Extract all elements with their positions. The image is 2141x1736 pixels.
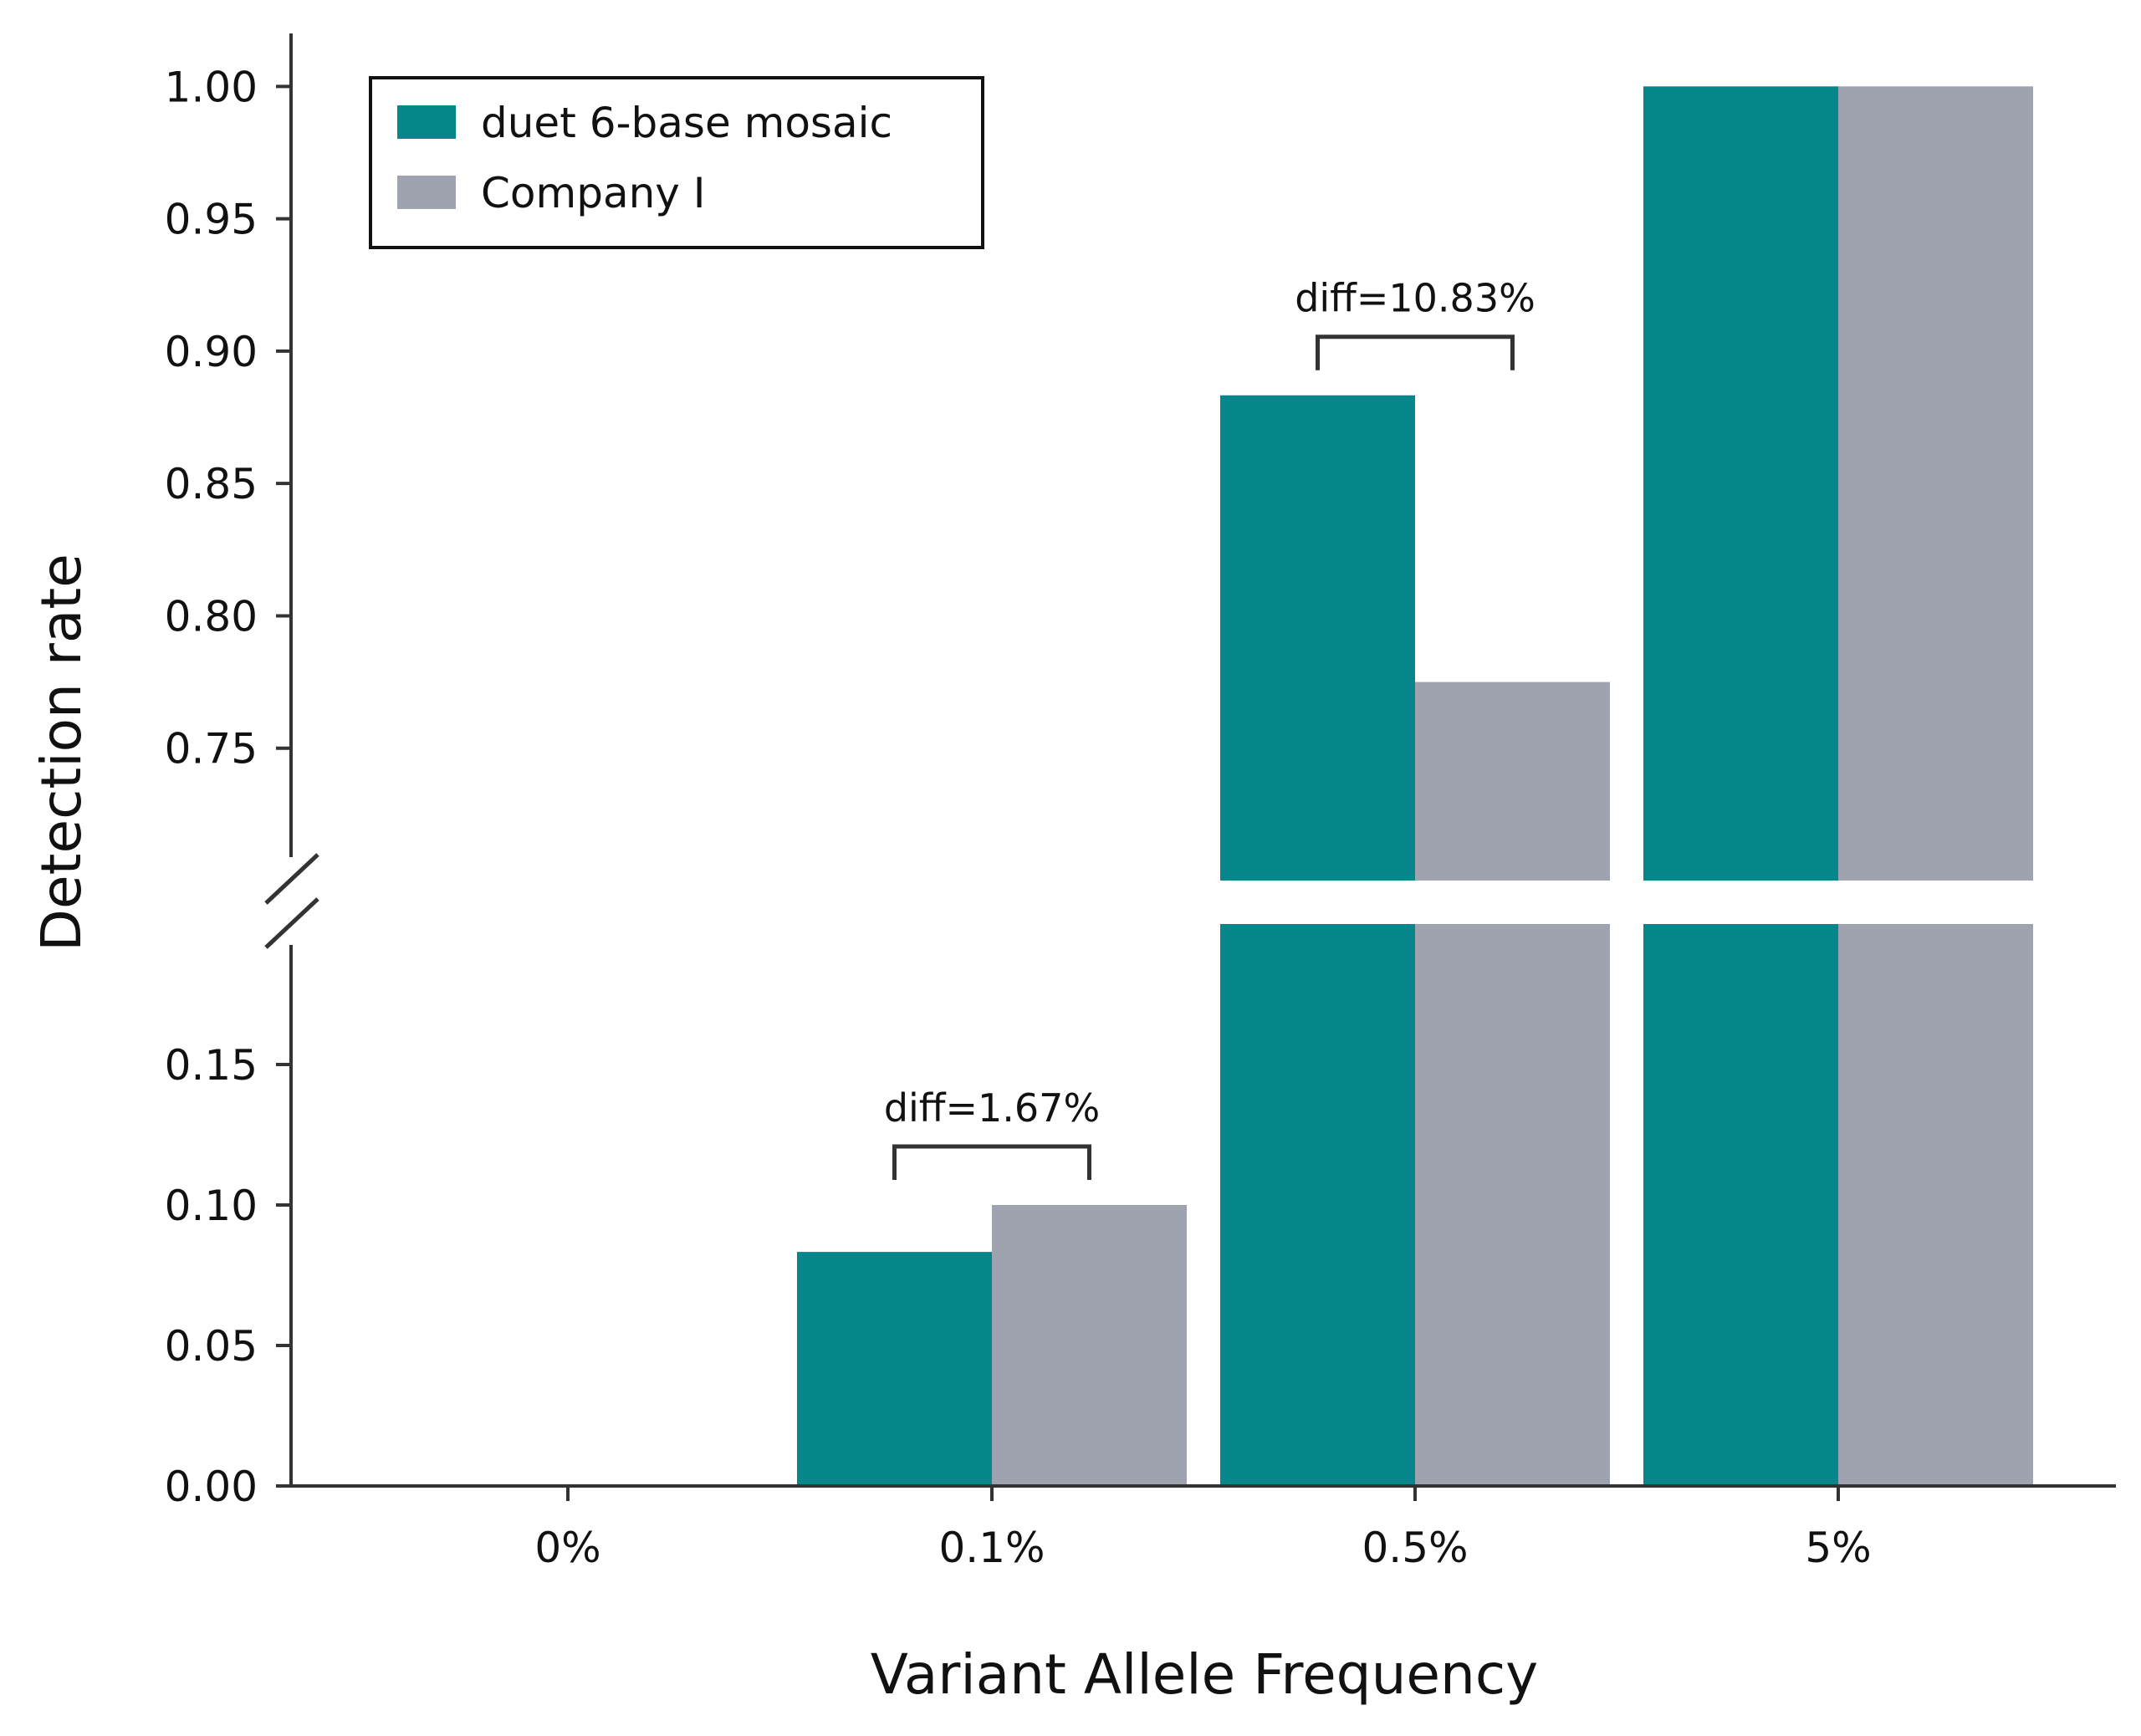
y-axis-title: Detection rate [29,554,94,952]
y-tick-label: 0.05 [165,1322,258,1371]
bar-duet-0.5%-upper [1220,395,1415,881]
diff-annotation-label: diff=10.83% [1295,276,1535,321]
bar-duet-0.5%-lower [1220,924,1415,1486]
diff-bracket [1316,334,1515,370]
bar-company-i-0.5%-lower [1415,924,1610,1486]
diff-bracket [892,1144,1091,1180]
bar-duet-0.1%-lower [797,1252,992,1486]
x-axis-title: Variant Allele Frequency [871,1642,1538,1707]
annotations-group: diff=1.67% diff=10.83% [884,276,1535,1180]
axis-break-mark [264,897,319,949]
y-tick-label: 0.10 [165,1182,258,1230]
legend-box [369,76,984,249]
diff-annotation-label: diff=1.67% [884,1085,1100,1131]
x-tick-label: 5% [1805,1524,1871,1572]
legend-swatch-company-i [397,176,456,209]
bar-company-i-0.1%-lower [992,1205,1187,1486]
legend-label-company-i: Company I [481,169,706,217]
x-tick-label: 0% [534,1524,600,1572]
bar-duet-5%-lower [1643,924,1838,1486]
x-tick-label: 0.5% [1362,1524,1468,1572]
legend: duet 6-base mosaic Company I [369,76,984,249]
y-tick-label: 0.85 [165,460,258,508]
y-tick-label: 0.90 [165,328,258,376]
legend-label-duet: duet 6-base mosaic [481,99,892,147]
x-tick-label: 0.1% [938,1524,1045,1572]
bar-company-i-0.5%-upper [1415,682,1610,881]
legend-swatch-duet [397,105,456,139]
y-tick-label: 0.80 [165,592,258,641]
bars-group [797,86,2033,1486]
bar-duet-5%-upper [1643,86,1838,881]
axes-group: 0.00 0.05 0.10 0.15 0.75 0.80 0.85 0.90 0.95 1.00… [165,33,2116,1572]
y-tick-label: 0.75 [165,725,258,774]
y-tick-label: 0.15 [165,1041,258,1090]
bar-company-i-5%-upper [1838,86,2033,881]
axis-break-mark [264,853,319,905]
y-tick-label: 1.00 [165,63,258,111]
bar-company-i-5%-lower [1838,924,2033,1486]
y-tick-label: 0.95 [165,196,258,244]
y-tick-label: 0.00 [165,1463,258,1511]
